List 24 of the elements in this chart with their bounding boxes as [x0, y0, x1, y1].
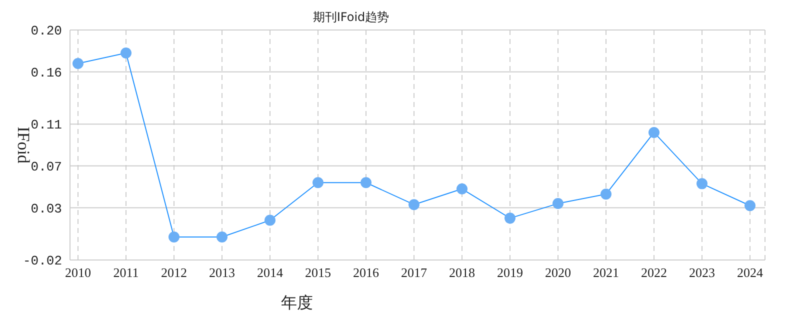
x-tick-label: 2014	[257, 265, 284, 280]
x-tick-label: 2012	[161, 265, 187, 280]
x-tick-label: 2023	[689, 265, 715, 280]
x-tick-label: 2018	[449, 265, 475, 280]
y-tick-label: 0.16	[30, 65, 62, 80]
x-tick-label: 2011	[113, 265, 139, 280]
x-tick-label: 2010	[65, 265, 91, 280]
y-tick-label: 0.11	[30, 118, 62, 133]
x-tick-label: 2015	[305, 265, 331, 280]
x-tick-label: 2020	[545, 265, 571, 280]
x-tick-label: 2017	[401, 265, 428, 280]
y-tick-label: 0.20	[30, 24, 62, 39]
x-tick-label: 2022	[641, 265, 667, 280]
x-tick-label: 2016	[353, 265, 380, 280]
x-axis-title: 年度	[281, 293, 313, 312]
y-tick-label: 0.07	[30, 160, 62, 175]
x-tick-label: 2019	[497, 265, 523, 280]
x-tick-label: 2024	[737, 265, 764, 280]
y-axis-title: IFoid	[14, 126, 33, 164]
x-tick-label: 2021	[593, 265, 619, 280]
chart-title: 期刊IFoid趋势	[312, 10, 390, 24]
y-tick-label: -0.02	[22, 254, 62, 269]
y-tick-label: 0.03	[30, 201, 62, 216]
x-tick-label: 2013	[209, 265, 235, 280]
